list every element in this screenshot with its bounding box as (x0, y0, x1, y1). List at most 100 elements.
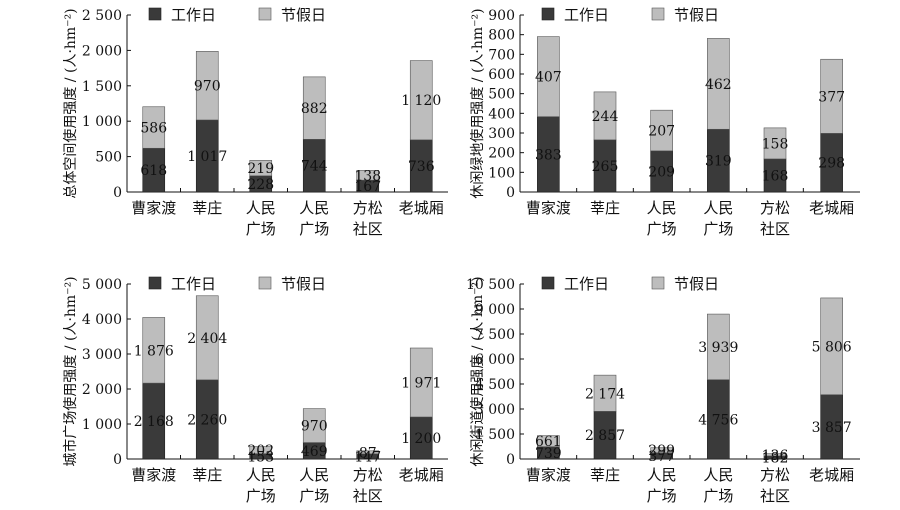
y-axis-label: 总体空间使用强度 / (人·hm⁻²) (62, 8, 79, 198)
data-label-workday: 147 (354, 449, 381, 465)
data-label-holiday: 661 (535, 434, 562, 450)
data-label-workday: 153 (247, 449, 274, 465)
x-tick-label: 方松 (760, 466, 790, 484)
legend-label-workday: 工作日 (564, 6, 609, 24)
y-tick-label: 4 000 (82, 312, 122, 328)
y-tick-label: 2 500 (82, 8, 122, 24)
y-tick-label: 400 (488, 106, 515, 122)
data-label-holiday: 2 404 (187, 331, 227, 347)
y-tick-label: 4 500 (475, 377, 515, 393)
y-tick-label: 1 000 (82, 417, 122, 433)
data-label-holiday: 377 (818, 89, 845, 105)
data-label-holiday: 87 (359, 445, 377, 461)
data-label-workday: 265 (592, 159, 619, 175)
y-tick-label: 500 (95, 150, 122, 166)
data-label-workday: 618 (140, 163, 167, 179)
y-tick-label: 10 500 (466, 277, 515, 293)
data-label-holiday: 219 (247, 161, 274, 177)
x-tick-label: 人民 (703, 199, 733, 217)
data-label-holiday: 1 971 (401, 376, 441, 392)
data-label-workday: 4 756 (698, 412, 738, 428)
y-tick-label: 1 500 (475, 427, 515, 443)
data-label-holiday: 299 (648, 443, 675, 459)
bar-holiday (302, 408, 326, 443)
data-label-workday: 1 017 (187, 149, 227, 165)
data-label-workday: 167 (354, 179, 381, 195)
data-label-workday: 298 (818, 156, 845, 172)
y-tick-label: 5 000 (82, 277, 122, 293)
x-tick-label: 人民 (299, 466, 329, 484)
x-tick-label: 曹家渡 (131, 466, 176, 484)
data-label-workday: 319 (705, 154, 732, 170)
data-label-holiday: 462 (705, 77, 732, 93)
bar-holiday (356, 450, 380, 455)
x-tick-label: 社区 (760, 220, 790, 238)
legend-label-workday: 工作日 (171, 275, 216, 293)
x-tick-label: 曹家渡 (131, 199, 176, 217)
legend-swatch-holiday (258, 276, 272, 290)
bar-holiday (763, 453, 787, 457)
data-label-holiday: 244 (592, 109, 619, 125)
y-tick-label: 9 000 (475, 302, 515, 318)
data-label-workday: 2 260 (187, 412, 227, 428)
bar-holiday (707, 313, 730, 381)
x-tick-label: 老城厢 (399, 199, 444, 217)
legend-swatch-holiday (258, 7, 272, 21)
x-tick-label: 人民 (299, 199, 329, 217)
y-tick-label: 0 (506, 185, 515, 201)
data-label-workday: 744 (301, 159, 328, 175)
data-label-workday: 2 168 (134, 414, 174, 430)
legend-swatch-holiday (651, 7, 665, 21)
x-tick-label: 广场 (647, 220, 677, 238)
x-tick-label: 广场 (246, 487, 276, 505)
data-label-holiday: 1 876 (134, 343, 174, 359)
y-tick-label: 6 000 (475, 352, 515, 368)
x-tick-label: 莘庄 (590, 199, 620, 217)
y-tick-label: 100 (488, 165, 515, 181)
bar-holiday (356, 170, 380, 181)
data-label-workday: 383 (535, 147, 562, 163)
x-tick-label: 人民 (647, 466, 677, 484)
bar-holiday (707, 38, 730, 130)
y-tick-label: 600 (488, 67, 515, 83)
y-tick-label: 1 500 (82, 79, 122, 95)
bar-holiday (593, 91, 617, 141)
x-tick-label: 老城厢 (809, 466, 854, 484)
bar-holiday (593, 374, 617, 412)
x-tick-label: 广场 (246, 220, 276, 238)
x-tick-label: 方松 (760, 199, 790, 217)
data-label-workday: 182 (762, 450, 789, 466)
legend-label-holiday: 节假日 (674, 275, 719, 293)
bar-holiday (820, 297, 843, 396)
y-tick-label: 200 (488, 146, 515, 162)
data-label-holiday: 158 (762, 136, 789, 152)
y-tick-label: 800 (488, 28, 515, 44)
legend-swatch-workday (148, 276, 162, 290)
x-tick-label: 莘庄 (192, 199, 222, 217)
data-label-workday: 3 857 (812, 420, 852, 436)
data-label-holiday: 586 (140, 121, 167, 137)
data-label-workday: 168 (762, 168, 789, 184)
data-label-holiday: 1 120 (401, 93, 441, 109)
data-label-holiday: 207 (648, 124, 675, 140)
x-tick-label: 方松 (353, 466, 383, 484)
legend-label-holiday: 节假日 (281, 6, 326, 24)
legend-label-holiday: 节假日 (674, 6, 719, 24)
data-label-holiday: 136 (762, 448, 789, 464)
bar-holiday (650, 109, 673, 152)
y-tick-label: 0 (113, 452, 122, 468)
y-tick-label: 3 000 (82, 347, 122, 363)
x-tick-label: 广场 (647, 487, 677, 505)
bar-holiday (650, 447, 673, 454)
x-tick-label: 社区 (353, 220, 383, 238)
bar-holiday (409, 60, 433, 141)
x-tick-label: 人民 (647, 199, 677, 217)
bar-holiday (142, 317, 166, 384)
bar-holiday (537, 36, 560, 117)
data-label-holiday: 5 806 (812, 339, 852, 355)
data-label-workday: 209 (648, 164, 675, 180)
